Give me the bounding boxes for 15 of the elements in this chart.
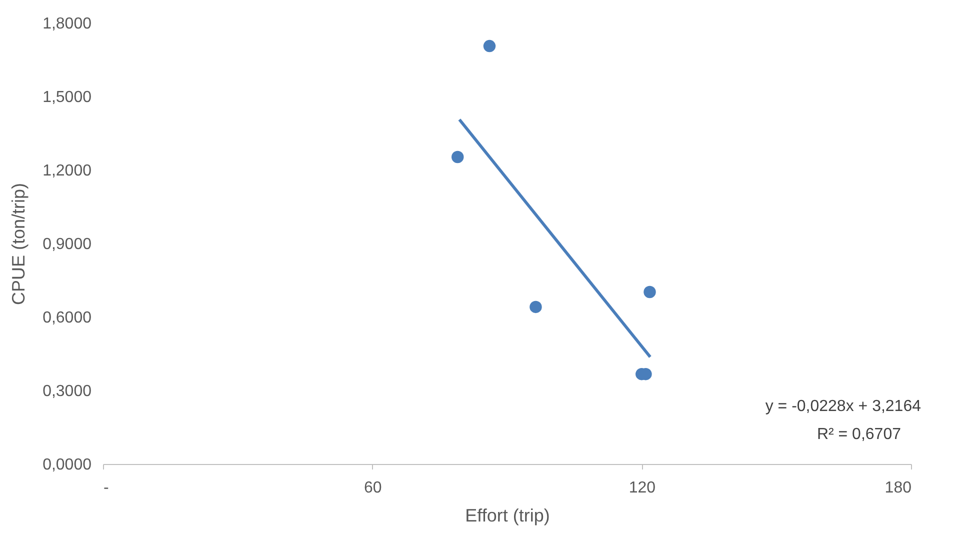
y-tick-label: 1,8000 bbox=[42, 16, 92, 32]
x-tick-label: - bbox=[104, 480, 109, 496]
x-tick-label: 180 bbox=[884, 480, 912, 496]
y-axis-title: CPUE (ton/trip) bbox=[8, 182, 29, 306]
x-axis-title: Effort (trip) bbox=[465, 506, 550, 526]
x-tick-label: 120 bbox=[628, 480, 656, 496]
y-tick-label: 1,2000 bbox=[42, 162, 92, 180]
y-tick-label: 0,0000 bbox=[42, 456, 92, 474]
y-tick-label: 1,5000 bbox=[42, 89, 92, 106]
annotation: R² = 0,6707 bbox=[816, 426, 902, 443]
x-tick-label: 60 bbox=[364, 480, 382, 496]
y-tick-label: 0,6000 bbox=[42, 310, 92, 326]
y-tick-label: 0,9000 bbox=[42, 236, 92, 253]
y-tick-label: 0,3000 bbox=[42, 383, 92, 400]
annotation: y = -0,0228x + 3,2164 bbox=[765, 398, 922, 415]
